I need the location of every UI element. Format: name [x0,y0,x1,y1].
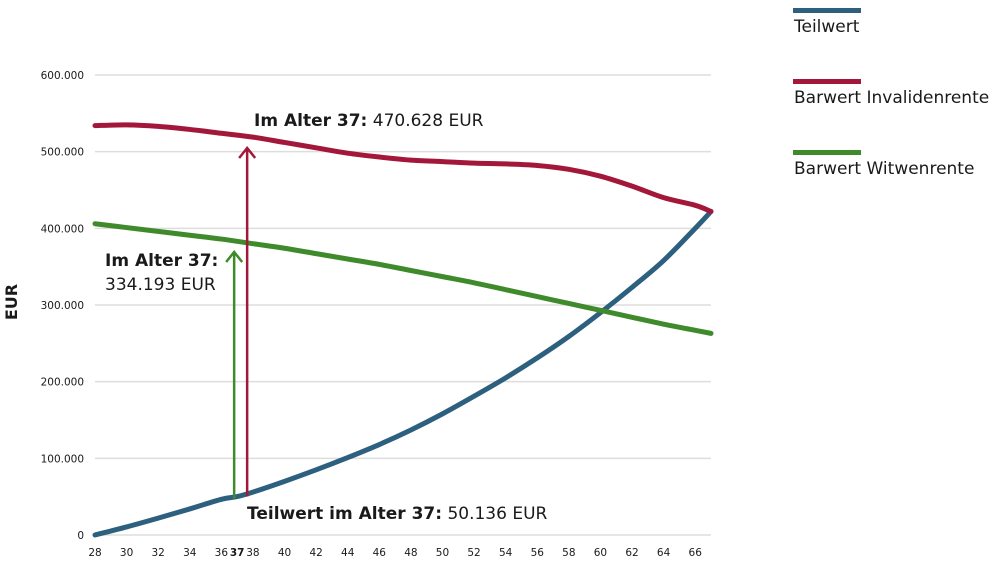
y-tick-label: 0 [77,530,84,542]
gridlines [95,74,711,536]
arrow-invalidenrente-head [238,145,257,159]
y-tick-label: 600.000 [41,70,84,82]
x-tick-label: 28 [88,547,101,559]
annotation-witwenrente-value: 334.193 EUR [105,275,216,295]
legend-swatch-barwert-witwenrente [793,150,861,155]
annotation-teilwert: Teilwert im Alter 37: 50.136 EUR [247,504,548,524]
x-tick-label: 62 [625,547,638,559]
x-tick-label: 56 [531,547,545,559]
arrow-witwenrente-head [225,249,244,263]
legend-label-barwert-invalidenrente: Barwert Invalidenrente [794,88,989,108]
y-tick-label: 300.000 [41,300,84,312]
x-tick-label: 66 [689,547,703,559]
x-tick-label: 34 [183,547,197,559]
x-tick-label: 54 [499,547,513,559]
x-tick-label: 46 [373,547,387,559]
series-line-barwert-invalidenrente [92,122,714,214]
y-tick-label: 100.000 [41,453,84,465]
legend-swatch-barwert-invalidenrente [793,79,861,84]
annotation-invalidenrente-value: 470.628 EUR [367,111,483,131]
x-tick-label: 37 [230,547,245,559]
y-tick-label: 200.000 [41,377,84,389]
arrow-invalidenrente [238,145,257,497]
x-tick-label: 52 [467,547,480,559]
annotation-invalidenrente-bold: Im Alter 37: [254,111,367,131]
legend-label-teilwert: Teilwert [793,17,860,37]
x-axis-ticks: 28 30 32 34 36 37 38 40 42 44 46 48 50 52 54 56 58 60 62 64… [88,547,702,559]
x-tick-label: 44 [341,547,355,559]
x-tick-label: 48 [404,547,417,559]
x-tick-label: 42 [309,547,322,559]
x-tick-label: 58 [562,547,575,559]
annotation-teilwert-value: 50.136 EUR [442,504,547,524]
x-tick-label: 38 [246,547,259,559]
arrow-witwenrente [225,249,244,499]
annotation-arrows [225,145,257,499]
y-tick-label: 500.000 [41,147,84,159]
y-tick-label: 400.000 [41,223,84,235]
x-tick-label: 50 [436,547,449,559]
x-tick-label: 32 [151,547,164,559]
annotation-teilwert-bold: Teilwert im Alter 37: [247,504,442,524]
series-lines [92,122,714,538]
legend-swatch-teilwert [793,8,861,13]
annotation-invalidenrente: Im Alter 37: 470.628 EUR [254,111,484,131]
x-tick-label: 40 [278,547,291,559]
x-tick-label: 36 [215,547,229,559]
y-axis-label: EUR [2,284,21,320]
legend: Teilwert Barwert Invalidenrente Barwert Wi… [793,8,989,179]
series-line-barwert-witwenrente [92,221,714,336]
series-line-teilwert [92,208,714,538]
y-axis-ticks: 0 100.000 200.000 300.000 400.000 500.000 600.… [41,70,84,542]
x-tick-label: 60 [594,547,607,559]
annotation-witwenrente-bold: Im Alter 37: [105,251,218,271]
x-tick-label: 30 [120,547,133,559]
legend-label-barwert-witwenrente: Barwert Witwenrente [794,159,974,179]
x-tick-label: 64 [657,547,671,559]
